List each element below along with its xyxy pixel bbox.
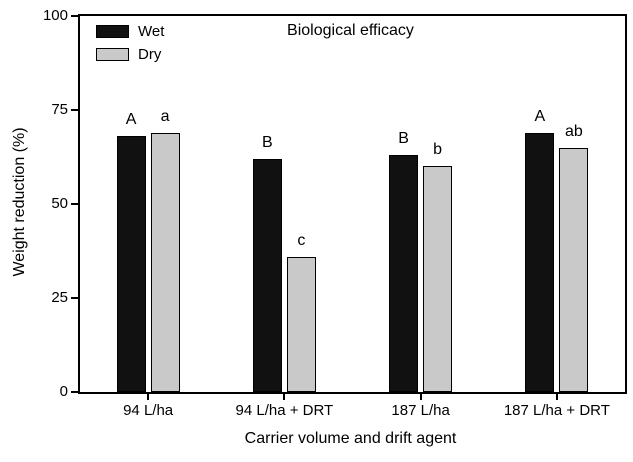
significance-label: A <box>534 107 546 125</box>
bar-dry-0 <box>150 132 180 392</box>
x-axis-title: Carrier volume and drift agent <box>244 430 457 447</box>
legend-swatch-wet <box>96 25 129 38</box>
y-tick-mark <box>71 391 78 393</box>
significance-label: A <box>125 111 137 129</box>
legend: Wet Dry <box>96 24 164 70</box>
significance-label: a <box>160 107 170 125</box>
x-tick-mark <box>147 394 150 400</box>
y-tick-label: 25 <box>51 289 68 306</box>
legend-label-wet: Wet <box>138 23 165 40</box>
legend-label-dry: Dry <box>138 46 162 63</box>
x-category-label: 187 L/ha + DRT <box>503 402 610 419</box>
y-tick-mark <box>71 109 78 111</box>
legend-swatch-dry <box>96 48 129 61</box>
bar-wet-2 <box>389 155 419 392</box>
bar-wet-1 <box>252 158 282 392</box>
significance-label: b <box>433 141 443 159</box>
bar-wet-3 <box>525 132 555 392</box>
bar-dry-3 <box>559 147 589 392</box>
y-tick-label: 50 <box>51 195 68 212</box>
y-tick-label: 75 <box>51 101 68 118</box>
y-tick-mark <box>71 15 78 17</box>
significance-label: ab <box>564 122 583 140</box>
x-category-label: 94 L/ha + DRT <box>235 402 334 419</box>
significance-label: B <box>398 130 409 148</box>
x-tick-mark <box>555 394 558 400</box>
significance-label: c <box>297 231 306 249</box>
bar-wet-0 <box>116 136 146 392</box>
x-tick-mark <box>283 394 286 400</box>
bar-dry-1 <box>286 256 316 392</box>
significance-label: B <box>262 133 273 151</box>
chart-title: Biological efficacy <box>287 22 414 39</box>
legend-row-dry: Dry <box>96 47 164 62</box>
y-tick-label: 100 <box>42 7 68 24</box>
legend-row-wet: Wet <box>96 24 164 39</box>
y-tick-label: 0 <box>59 383 68 400</box>
x-category-label: 187 L/ha <box>391 402 450 419</box>
y-tick-mark <box>71 203 78 205</box>
y-tick-mark <box>71 297 78 299</box>
x-category-label: 94 L/ha <box>123 402 174 419</box>
bar-dry-2 <box>423 166 453 392</box>
x-tick-mark <box>419 394 422 400</box>
